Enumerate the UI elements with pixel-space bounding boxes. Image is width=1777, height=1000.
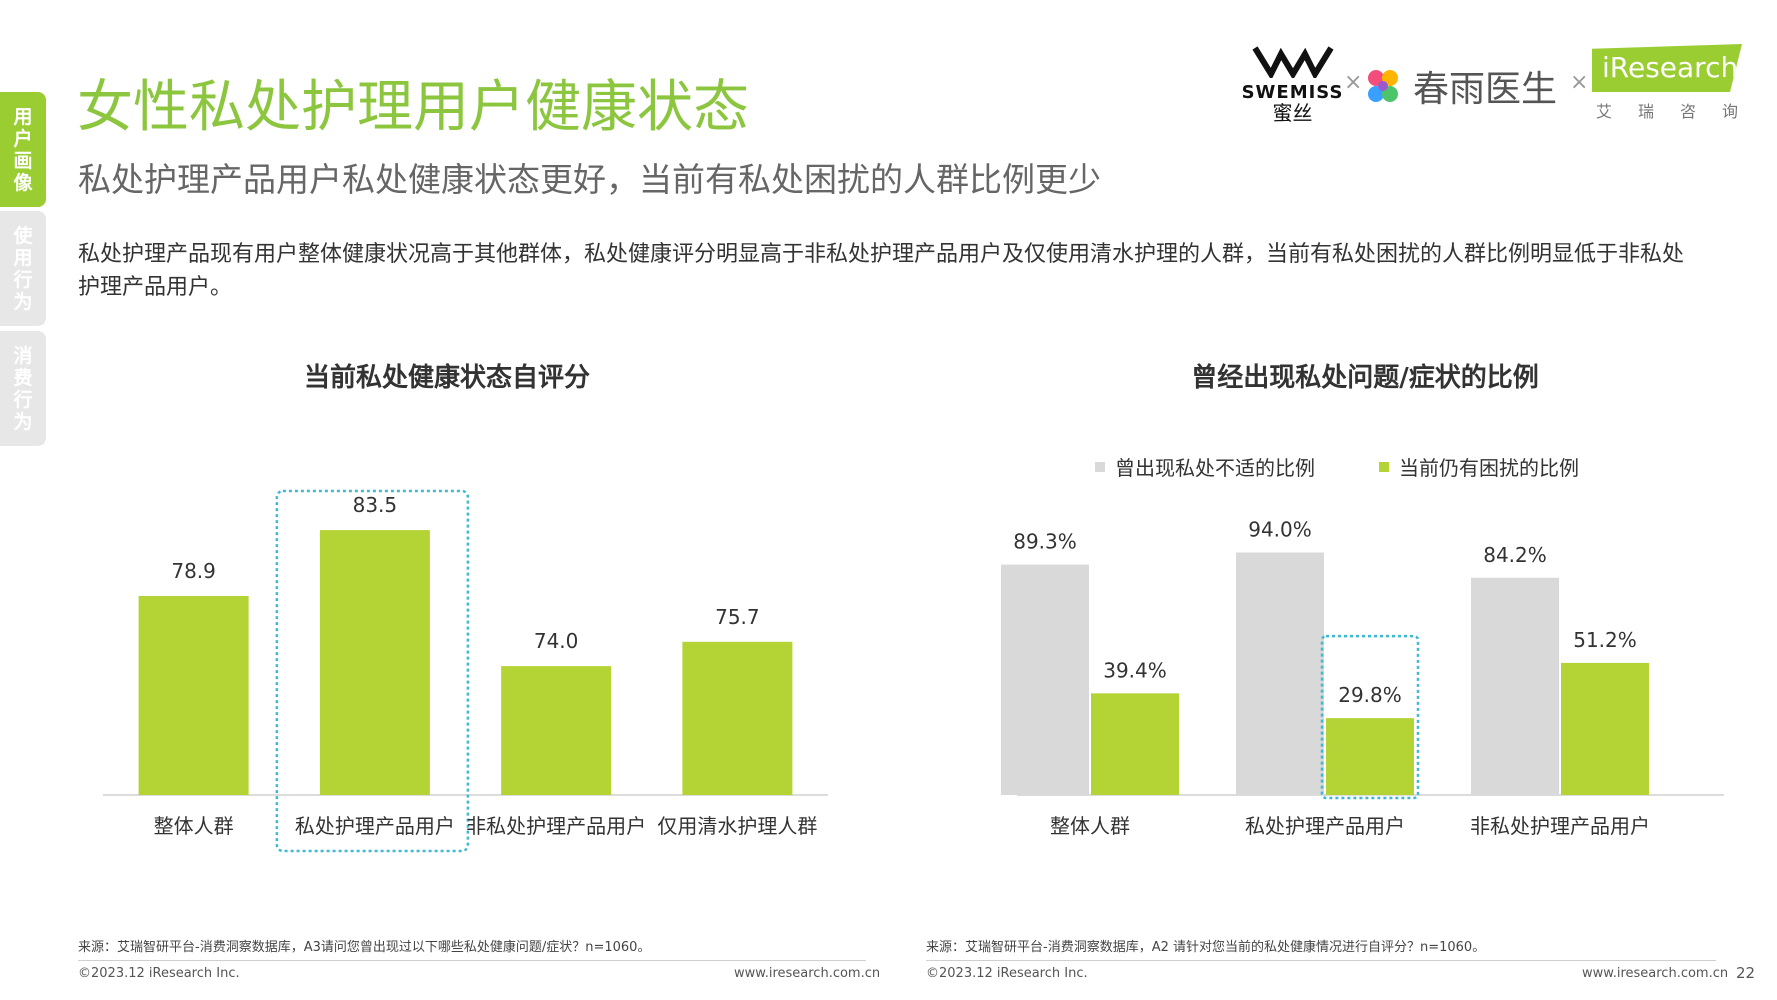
- bar: [501, 666, 612, 795]
- bar-value-label: 84.2%: [1483, 543, 1547, 567]
- page-number: 22: [1736, 964, 1756, 982]
- bar: [138, 595, 249, 795]
- highlight-box: [1320, 634, 1420, 800]
- legend-swatch: [1379, 461, 1389, 472]
- right-source-note: 来源：艾瑞智研平台-消费洞察数据库，A2 请针对您当前的私处健康情况进行自评分？…: [926, 940, 1486, 955]
- bar-value-label: 94.0%: [1248, 517, 1312, 541]
- right-chart-title: 曾经出现私处问题/症状的比例: [1191, 363, 1539, 393]
- chunyu-logo: 春雨医生: [1365, 60, 1557, 112]
- copyright-left: ©2023.12 iResearch Inc.: [78, 966, 240, 981]
- sidebar-tab-usage-behavior[interactable]: 使用行为: [0, 211, 46, 326]
- bar: [682, 641, 793, 795]
- x-tick-label: 私处护理产品用户: [1245, 814, 1405, 838]
- swemiss-mark-icon: [1251, 46, 1334, 81]
- times-separator: ×: [1344, 70, 1363, 95]
- footer-divider: [926, 960, 1716, 961]
- bar-value-label: 74.0: [534, 629, 579, 653]
- legend-item-series-1: 曾出现私处不适的比例: [1095, 452, 1315, 481]
- iresearch-cn-char: 艾: [1596, 102, 1613, 121]
- bar: [319, 530, 430, 795]
- iresearch-wordmark: iResearch: [1592, 44, 1742, 92]
- page-description: 私处护理产品现有用户整体健康状况高于其他群体，私处健康评分明显高于非私处护理产品…: [78, 242, 1685, 300]
- x-tick-label: 仅用清水护理人群: [657, 814, 817, 838]
- bar-value-label: 78.9: [171, 559, 216, 583]
- x-tick-label: 整体人群: [1050, 814, 1130, 838]
- right-chart-legend: 曾出现私处不适的比例 当前仍有困扰的比例: [1095, 452, 1579, 481]
- swemiss-logo: SWEMISS 蜜丝: [1225, 44, 1360, 123]
- legend-item-series-2: 当前仍有困扰的比例: [1379, 452, 1579, 481]
- bar-value-label: 51.2%: [1573, 628, 1637, 652]
- chunyu-name: 春雨医生: [1413, 69, 1558, 110]
- x-tick-label: 非私处护理产品用户: [466, 814, 646, 838]
- bar: [1236, 552, 1324, 795]
- website-right: www.iresearch.com.cn: [1582, 966, 1729, 981]
- iresearch-logo: iResearch 艾 瑞 咨 询: [1592, 44, 1742, 122]
- highlight-box: [275, 489, 470, 853]
- bar-value-label: 75.7: [715, 605, 760, 629]
- flower-icon: [1368, 70, 1398, 102]
- bar: [1001, 564, 1089, 795]
- iresearch-cn-char: 瑞: [1637, 102, 1654, 121]
- swemiss-name: SWEMISS: [1241, 82, 1344, 103]
- footer-divider: [78, 960, 866, 961]
- website-left: www.iresearch.com.cn: [734, 966, 881, 981]
- sidebar-tab-user-profile[interactable]: 用户画像: [0, 92, 46, 207]
- iresearch-cn-char: 咨: [1679, 102, 1696, 121]
- bar: [1561, 662, 1649, 795]
- bar-value-label: 83.5: [353, 493, 398, 517]
- left-source-note: 来源：艾瑞智研平台-消费洞察数据库，A3请问您曾出现过以下哪些私处健康问题/症状…: [78, 940, 651, 955]
- x-tick-label: 非私处护理产品用户: [1470, 814, 1650, 838]
- page-title: 女性私处护理用户健康状态: [77, 75, 749, 140]
- copyright-right: ©2023.12 iResearch Inc.: [926, 966, 1088, 981]
- bar: [1471, 577, 1559, 795]
- bar: [1091, 693, 1179, 795]
- sidebar-tab-label: 用户画像: [13, 105, 33, 194]
- bar-value-label: 39.4%: [1103, 658, 1167, 682]
- sidebar-tab-label: 消费行为: [13, 344, 33, 433]
- left-chart-title: 当前私处健康状态自评分: [303, 363, 590, 393]
- swemiss-cn-name: 蜜丝: [1272, 101, 1313, 125]
- page-subtitle: 私处护理产品用户私处健康状态更好，当前有私处困扰的人群比例更少: [78, 160, 1101, 199]
- times-separator: ×: [1570, 70, 1589, 95]
- iresearch-cn-char: 询: [1721, 102, 1738, 121]
- bar-value-label: 29.8%: [1338, 683, 1402, 707]
- x-tick-label: 整体人群: [154, 814, 234, 838]
- sidebar-tab-label: 使用行为: [13, 224, 33, 313]
- bar-value-label: 89.3%: [1013, 530, 1077, 554]
- legend-label: 曾出现私处不适的比例: [1115, 456, 1315, 480]
- bar: [1326, 718, 1414, 795]
- legend-swatch: [1095, 461, 1105, 472]
- iresearch-cn-name: 艾 瑞 咨 询: [1592, 98, 1742, 122]
- x-tick-label: 私处护理产品用户: [295, 814, 455, 838]
- partner-logos: SWEMISS 蜜丝 × 春雨医生 × iResearch 艾 瑞 咨 询: [1225, 40, 1745, 130]
- legend-label: 当前仍有困扰的比例: [1399, 456, 1579, 480]
- sidebar-tab-consumption-behavior[interactable]: 消费行为: [0, 331, 46, 446]
